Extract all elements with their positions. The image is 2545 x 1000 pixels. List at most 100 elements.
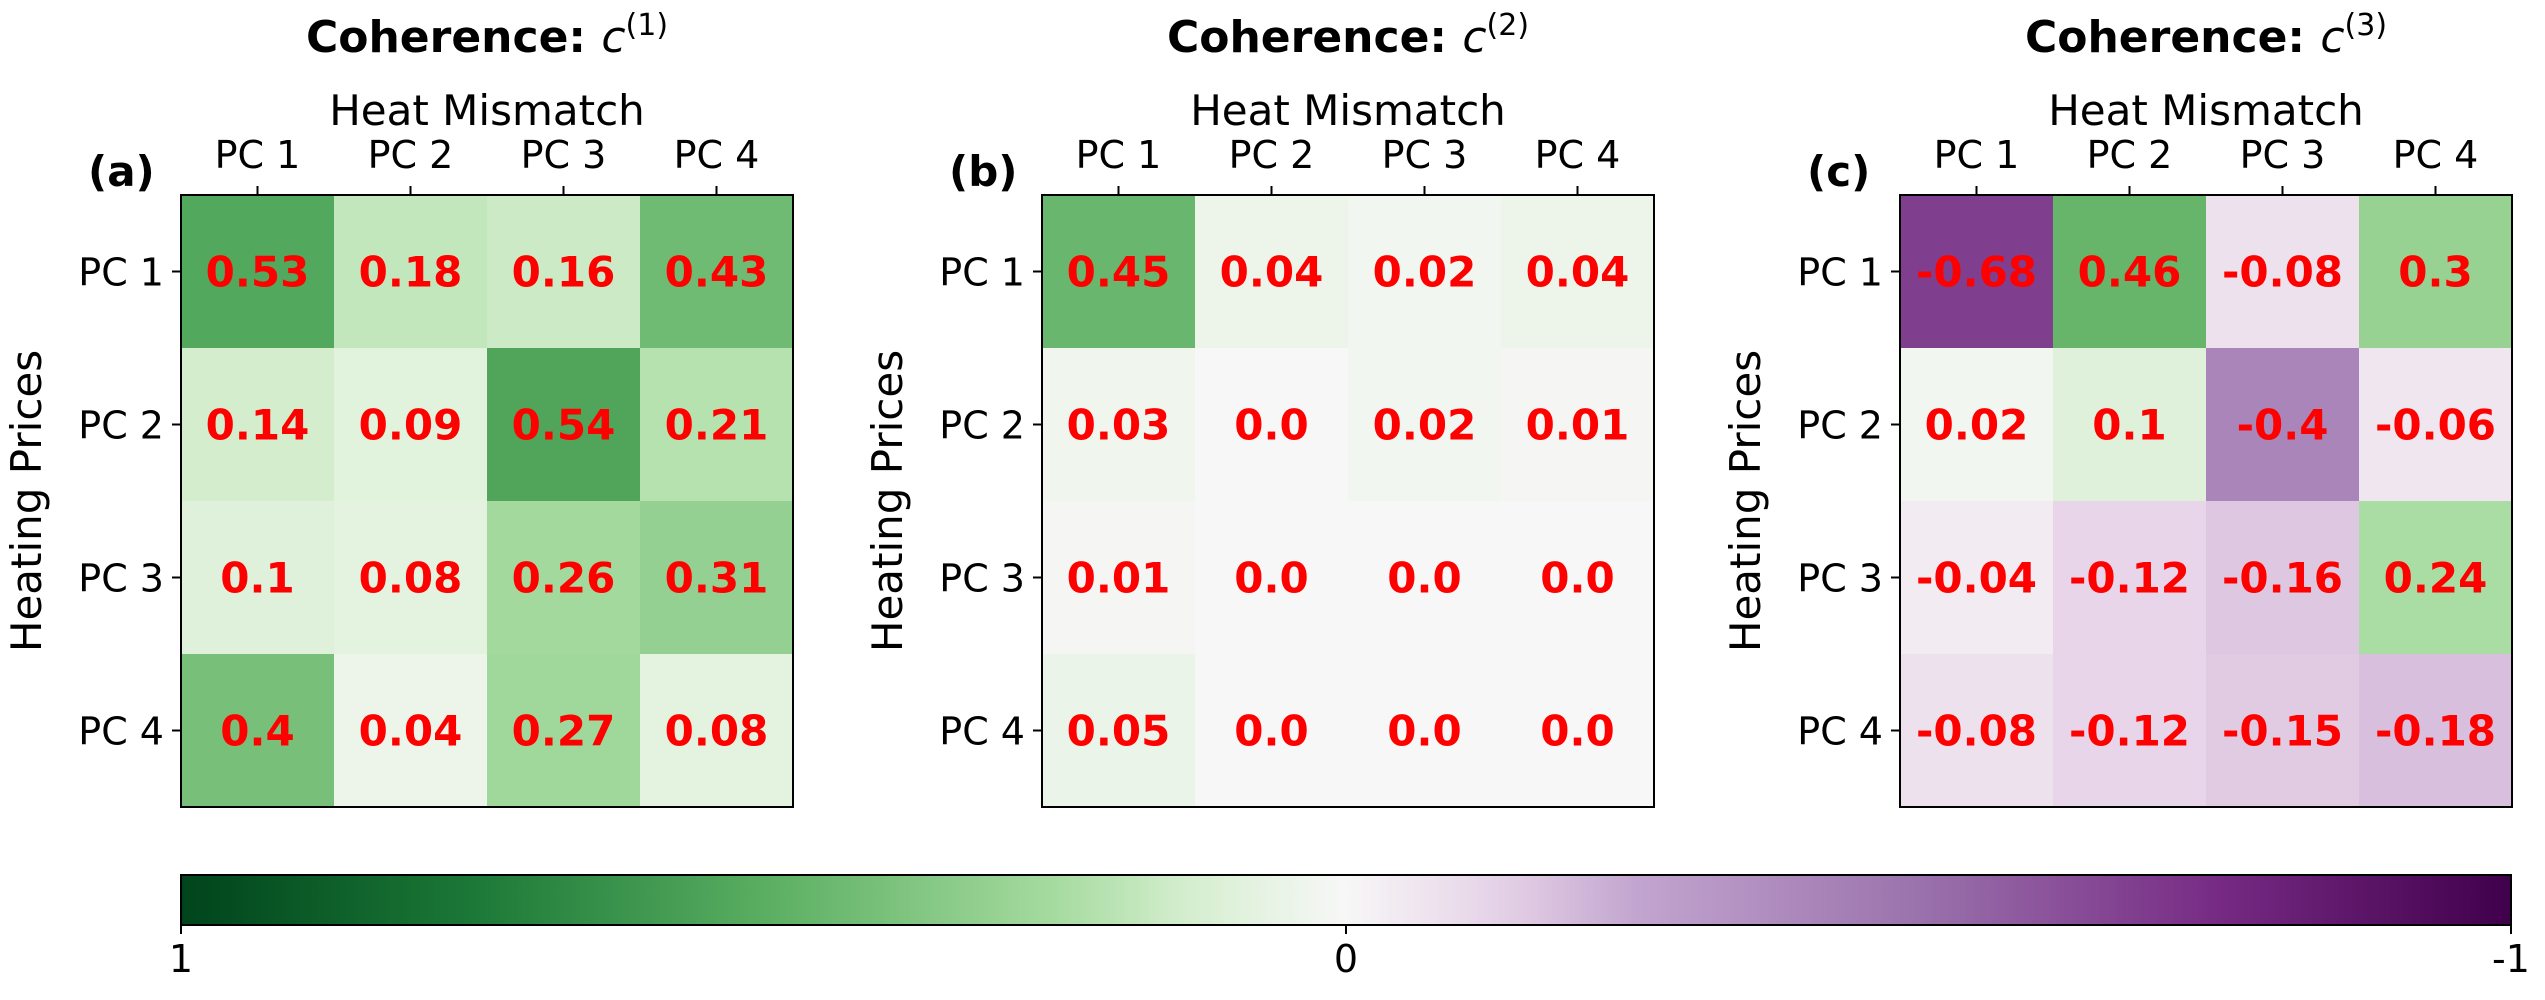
cell-value: -0.68 [1916,248,2037,297]
y-tick-label: PC 4 [939,710,1025,754]
cell-value: 0.53 [206,248,310,297]
heatmap-cell [2359,654,2513,808]
heatmap-cell [2053,195,2207,349]
y-tick-label: PC 1 [939,251,1025,295]
y-tick-label: PC 3 [1797,557,1883,601]
y-tick-label: PC 2 [939,404,1025,448]
colorbar-tick-label: -1 [2492,937,2530,981]
cell-value: 0.18 [359,248,463,297]
cell-value: -0.15 [2222,707,2343,756]
panel-title-prefix: Coherence: [306,12,601,63]
heatmap-cell [1348,654,1502,808]
heatmap-cell [181,195,335,349]
cell-value: 0.46 [2078,248,2182,297]
x-axis-label: Heat Mismatch [329,86,645,135]
x-tick-label: PC 3 [1382,133,1468,177]
heatmap-cell [1501,348,1655,502]
heatmap-cell [2359,501,2513,655]
y-tick-label: PC 4 [78,710,164,754]
cell-value: 0.04 [1220,248,1324,297]
cell-value: -0.06 [2375,401,2496,450]
x-axis-label: Heat Mismatch [1190,86,1506,135]
cell-value: -0.04 [1916,554,2037,603]
x-tick-label: PC 2 [2087,133,2173,177]
cell-value: 0.04 [1526,248,1630,297]
cell-value: -0.4 [2237,401,2329,450]
panel-title-prefix: Coherence: [2025,12,2320,63]
cell-value: 0.08 [359,554,463,603]
heatmap-cell [640,348,794,502]
cell-value: 0.02 [1373,401,1477,450]
heatmap-cell [2053,348,2207,502]
y-tick-label: PC 4 [1797,710,1883,754]
cell-value: 0.4 [220,707,294,756]
cell-value: 0.08 [665,707,769,756]
plot-frame [1041,194,1655,808]
cell-value: -0.08 [1916,707,2037,756]
heatmap-cell [2206,195,2360,349]
panel-title-prefix: Coherence: [1167,12,1462,63]
panel-label: (a) [88,147,155,196]
heatmap-cell [1042,501,1196,655]
cell-value: 0.54 [512,401,616,450]
cell-value: -0.12 [2069,554,2190,603]
heatmap-cell [2359,348,2513,502]
y-tick-label: PC 3 [78,557,164,601]
cell-value: 0.1 [220,554,294,603]
panel-title-variable: c [1462,12,1486,63]
heatmap-cell [487,654,641,808]
heatmap-panel-2: Coherence: c(2) Heat Mismatch (b) 0.45 0.04 0… [863,8,1655,808]
heatmap-cell [1195,195,1349,349]
heatmap-cell [1042,348,1196,502]
heatmap-cell [1501,501,1655,655]
cell-value: -0.08 [2222,248,2343,297]
y-tick-label: PC 3 [939,557,1025,601]
cell-value: 0.02 [1373,248,1477,297]
cell-value: 0.43 [665,248,769,297]
heatmap-cell [181,654,335,808]
cell-value: 0.05 [1067,707,1171,756]
colorbar-tick-label: 0 [1334,937,1358,981]
x-tick-label: PC 3 [521,133,607,177]
heatmap-cell [2206,348,2360,502]
heatmap-cell [1195,348,1349,502]
cell-value: 0.26 [512,554,616,603]
heatmap-cell [1042,654,1196,808]
colorbar: 1 0 -1 [169,874,2530,981]
panel-title-superscript: (2) [1487,8,1530,43]
panel-title: Coherence: c(3) [2025,8,2387,63]
cell-value: 0.01 [1067,554,1171,603]
heatmap-cell [640,654,794,808]
cell-value: 0.31 [665,554,769,603]
heatmap-cell [1900,654,2054,808]
heatmap-cell [334,348,488,502]
heatmap-cell [1195,654,1349,808]
heatmap-cell [1195,501,1349,655]
cell-value: -0.12 [2069,707,2190,756]
y-tick-label: PC 2 [1797,404,1883,448]
cell-value: 0.0 [1540,707,1614,756]
heatmap-cell [487,501,641,655]
cell-value: 0.0 [1234,707,1308,756]
cell-value: 0.0 [1234,554,1308,603]
panel-title: Coherence: c(2) [1167,8,1529,63]
x-axis-label: Heat Mismatch [2048,86,2364,135]
heatmap-cell [640,195,794,349]
x-tick-label: PC 2 [1229,133,1315,177]
heatmap-cell [1900,348,2054,502]
x-tick-label: PC 4 [674,133,760,177]
cell-value: 0.16 [512,248,616,297]
cell-value: 0.14 [206,401,310,450]
heatmap-cell [2053,654,2207,808]
panel-title-variable: c [2320,12,2344,63]
cell-value: 0.45 [1067,248,1171,297]
x-tick-label: PC 1 [1076,133,1162,177]
heatmap-cell [1348,195,1502,349]
heatmap-cell [487,348,641,502]
x-tick-label: PC 1 [215,133,301,177]
panel-label: (b) [949,147,1017,196]
x-tick-label: PC 4 [2393,133,2479,177]
heatmap-cell [1501,195,1655,349]
cell-value: 0.04 [359,707,463,756]
